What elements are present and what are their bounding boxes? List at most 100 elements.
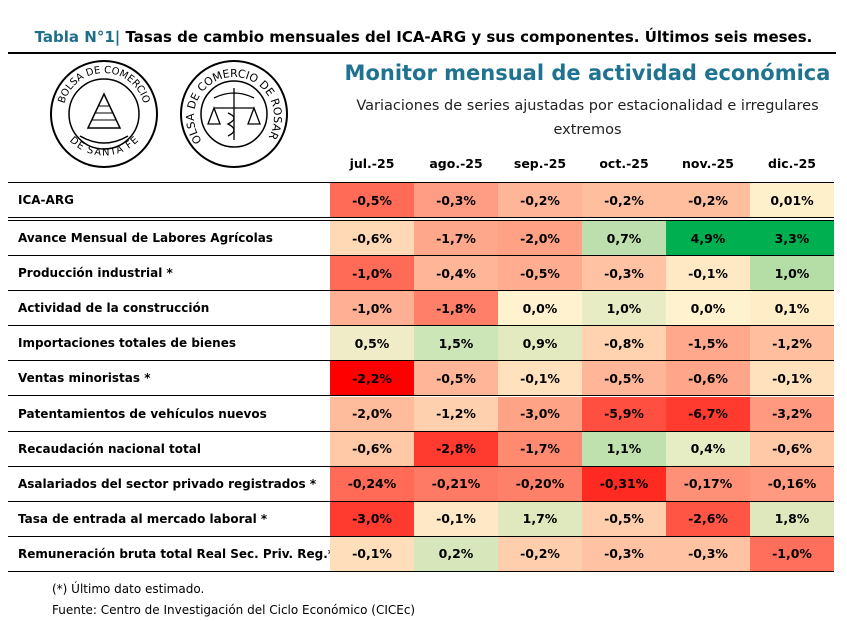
- table-row: Producción industrial * -1,0% -0,4% -0,5% -0…: [8, 256, 834, 292]
- value-cell: 3,3%: [750, 221, 834, 256]
- value-cell: -2,2%: [330, 361, 414, 396]
- value-cell: -2,0%: [498, 221, 582, 256]
- value-cell: -3,2%: [750, 396, 834, 431]
- value-cell: -0,3%: [582, 536, 666, 571]
- column-header: jul.-25: [349, 156, 395, 171]
- value-cell: 0,7%: [582, 221, 666, 256]
- source-note: Fuente: Centro de Investigación del Cicl…: [52, 603, 416, 617]
- value-cell: -5,9%: [582, 396, 666, 431]
- value-cell: -0,2%: [582, 183, 666, 217]
- row-label: Ventas minoristas *: [18, 371, 151, 386]
- footnote: (*) Último dato estimado.: [52, 582, 205, 596]
- row-label: Producción industrial *: [18, 266, 173, 281]
- value-cell: 1,7%: [498, 501, 582, 536]
- value-cell: -1,7%: [414, 221, 498, 256]
- column-header: sep.-25: [513, 156, 567, 171]
- title-rule: [8, 52, 836, 54]
- value-cell: 0,5%: [330, 326, 414, 361]
- value-cell: -0,3%: [582, 256, 666, 291]
- value-cell: -3,0%: [498, 396, 582, 431]
- value-cell: -1,0%: [330, 291, 414, 326]
- row-label: Remuneración bruta total Real Sec. Priv.…: [18, 546, 335, 561]
- value-cell: -0,5%: [582, 501, 666, 536]
- table-row: Ventas minoristas * -2,2% -0,5% -0,1% -0,5% -…: [8, 361, 834, 397]
- value-cell: -2,8%: [414, 431, 498, 466]
- value-cell: 1,8%: [750, 501, 834, 536]
- svg-text:BOLSA DE COMERCIO: BOLSA DE COMERCIO: [57, 65, 152, 105]
- value-cell: -0,8%: [582, 326, 666, 361]
- table-row: Asalariados del sector privado registrad…: [8, 466, 834, 502]
- bolsa-santa-fe-logo: BOLSA DE COMERCIO DE SANTA FE: [50, 60, 158, 168]
- value-cell: 0,2%: [414, 536, 498, 571]
- value-cell: -0,1%: [750, 361, 834, 396]
- value-cell: -0,1%: [666, 256, 750, 291]
- value-cell: -6,7%: [666, 396, 750, 431]
- table-title: Tabla N°1| Tasas de cambio mensuales del…: [0, 28, 847, 46]
- value-cell: -0,24%: [330, 466, 414, 501]
- column-header: ago.-25: [429, 156, 483, 171]
- value-cell: 0,01%: [750, 183, 834, 217]
- value-cell: 1,5%: [414, 326, 498, 361]
- value-cell: 0,9%: [498, 326, 582, 361]
- value-cell: -2,0%: [330, 396, 414, 431]
- value-cell: -0,2%: [498, 183, 582, 217]
- column-header: nov.-25: [682, 156, 734, 171]
- value-cell: -0,6%: [330, 221, 414, 256]
- value-cell: 1,1%: [582, 431, 666, 466]
- row-label: Patentamientos de vehículos nuevos: [18, 406, 267, 421]
- column-header: oct.-25: [599, 156, 649, 171]
- value-cell: -1,2%: [414, 396, 498, 431]
- value-cell: 4,9%: [666, 221, 750, 256]
- value-cell: 0,0%: [666, 291, 750, 326]
- value-cell: -1,2%: [750, 326, 834, 361]
- value-cell: -1,5%: [666, 326, 750, 361]
- table-row: Actividad de la construcción -1,0% -1,8% 0,…: [8, 291, 834, 327]
- value-cell: -0,5%: [498, 256, 582, 291]
- row-label: Importaciones totales de bienes: [18, 336, 236, 351]
- table-row: ICA-ARG -0,5% -0,3% -0,2% -0,2% -0,2% 0,01%: [8, 182, 834, 221]
- table-row: Recaudación nacional total -0,6% -2,8% -1,7…: [8, 431, 834, 467]
- monitor-title: Monitor mensual de actividad económica: [344, 61, 831, 85]
- row-label: Actividad de la construcción: [18, 301, 210, 316]
- table-row: Tasa de entrada al mercado laboral * -3,0…: [8, 501, 834, 537]
- value-cell: -0,5%: [582, 361, 666, 396]
- value-cell: -0,1%: [498, 361, 582, 396]
- value-cell: -1,0%: [750, 536, 834, 571]
- value-cell: -0,20%: [498, 466, 582, 501]
- bolsa-rosario-logo: BOLSA DE COMERCIO DE ROSARIO: [178, 58, 288, 168]
- value-cell: -0,17%: [666, 466, 750, 501]
- value-cell: -0,3%: [414, 183, 498, 217]
- value-cell: -0,31%: [582, 466, 666, 501]
- value-cell: -0,21%: [414, 466, 498, 501]
- value-cell: -0,5%: [414, 361, 498, 396]
- table-row: Remuneración bruta total Real Sec. Priv.…: [8, 536, 834, 572]
- title-text: Tasas de cambio mensuales del ICA-ARG y …: [125, 28, 813, 46]
- value-cell: -0,6%: [666, 361, 750, 396]
- value-cell: 0,4%: [666, 431, 750, 466]
- table-row: Patentamientos de vehículos nuevos -2,0% -…: [8, 396, 834, 432]
- value-cell: -0,2%: [498, 536, 582, 571]
- value-cell: 1,0%: [582, 291, 666, 326]
- value-cell: -0,16%: [750, 466, 834, 501]
- row-label: Tasa de entrada al mercado laboral *: [18, 511, 268, 526]
- value-cell: -0,6%: [330, 431, 414, 466]
- row-label: Avance Mensual de Labores Agrícolas: [18, 231, 273, 246]
- value-cell: -0,3%: [666, 536, 750, 571]
- value-cell: -0,6%: [750, 431, 834, 466]
- value-cell: -0,1%: [414, 501, 498, 536]
- svg-text:DE SANTA FE: DE SANTA FE: [67, 135, 141, 159]
- table-row: Importaciones totales de bienes 0,5% 1,5% 0…: [8, 326, 834, 362]
- value-cell: -0,4%: [414, 256, 498, 291]
- value-cell: -1,8%: [414, 291, 498, 326]
- value-cell: -3,0%: [330, 501, 414, 536]
- value-cell: -1,7%: [498, 431, 582, 466]
- row-label: ICA-ARG: [18, 193, 74, 207]
- subtitle: Variaciones de series ajustadas por esta…: [356, 98, 819, 138]
- svg-text:BOLSA DE COMERCIO DE ROSARIO: BOLSA DE COMERCIO DE ROSARIO: [178, 58, 284, 146]
- row-label: Recaudación nacional total: [18, 441, 201, 456]
- column-header: dic.-25: [768, 156, 816, 171]
- value-cell: 0,1%: [750, 291, 834, 326]
- value-cell: -2,6%: [666, 501, 750, 536]
- row-label: Asalariados del sector privado registrad…: [18, 476, 317, 491]
- table-row: Avance Mensual de Labores Agrícolas -0,6%…: [8, 221, 834, 257]
